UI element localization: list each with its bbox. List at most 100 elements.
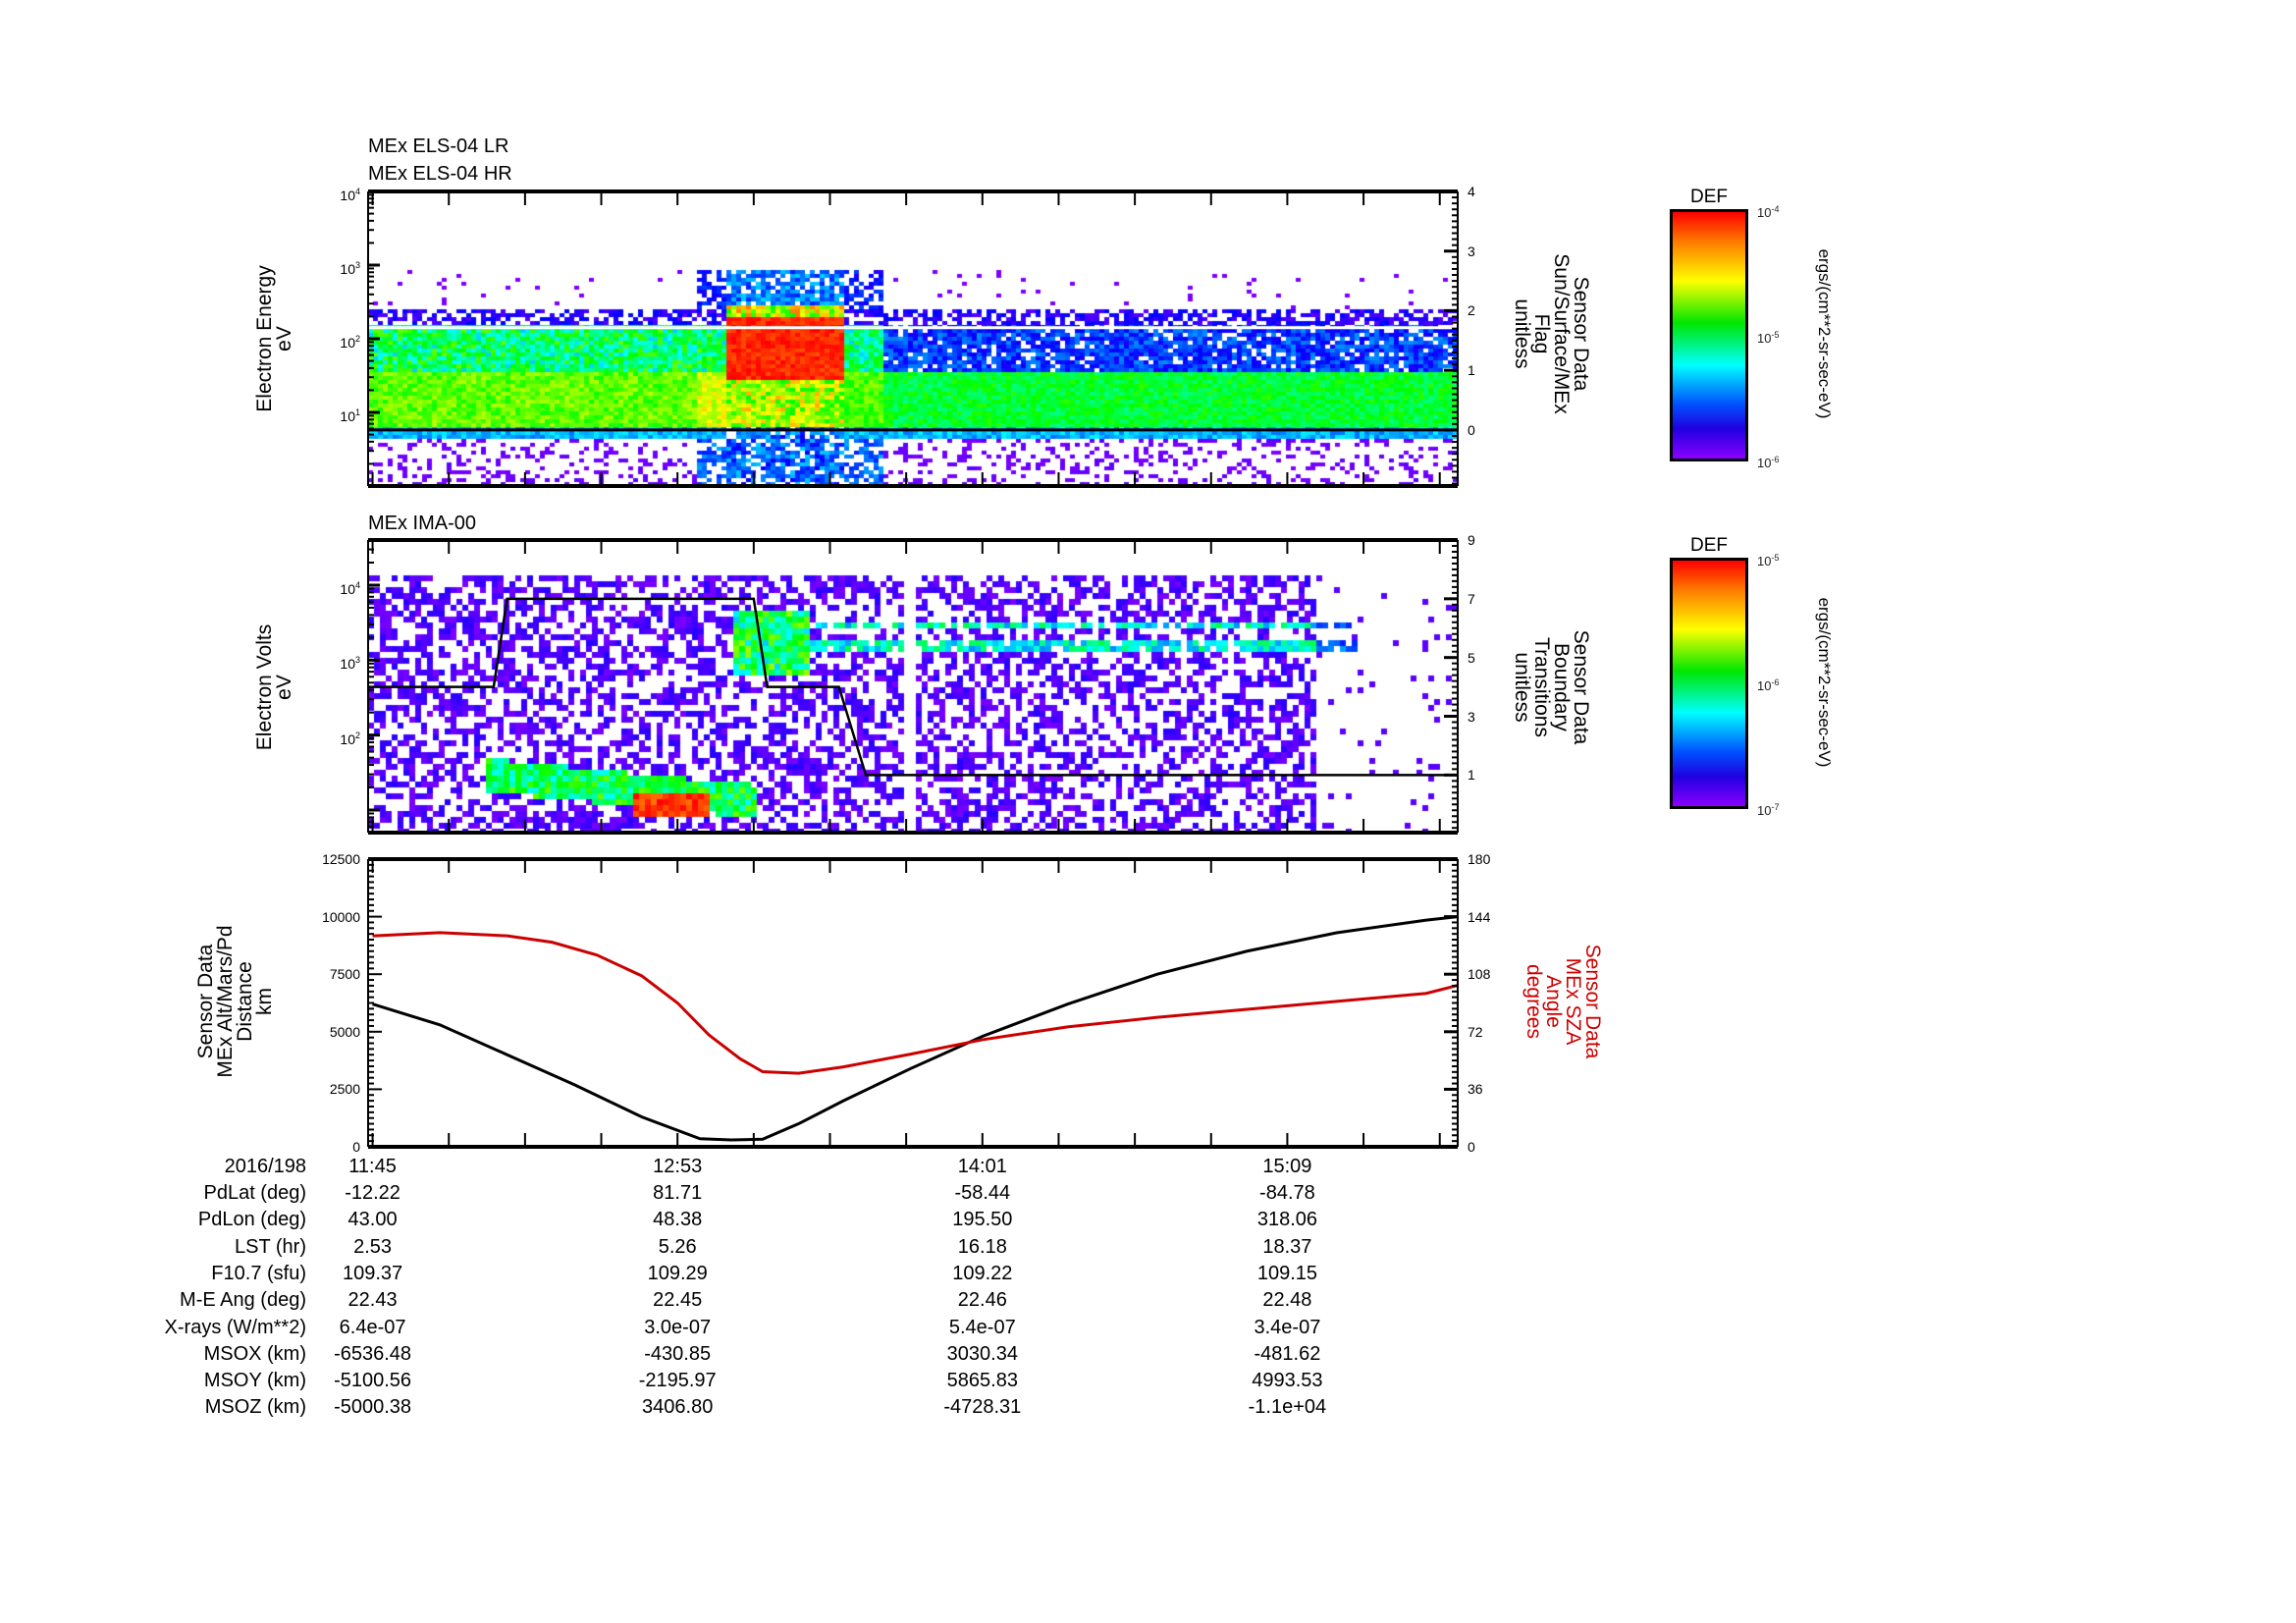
- ephemeris-value: -481.62: [1254, 1342, 1321, 1365]
- ephemeris-row-label: M-E Ang (deg): [180, 1289, 306, 1312]
- ylabel-line: Electron Energy: [253, 265, 276, 412]
- ephemeris-value: 3.4e-07: [1254, 1316, 1321, 1338]
- y2label-line: degrees: [1522, 964, 1545, 1039]
- ylabel-line: eV: [273, 675, 295, 700]
- panel3-y2label: Sensor Data MEx SZA Angle degrees: [1522, 945, 1604, 1059]
- y-tick-label: 2500: [329, 1081, 360, 1098]
- ylabel-line: eV: [273, 326, 295, 352]
- y-tick-label: 5000: [329, 1023, 360, 1040]
- y2label-line: unitless: [1511, 652, 1533, 723]
- colorbar2-units: ergs/(cm**2-sr-sec-eV): [1815, 597, 1834, 768]
- y2label-line: Sensor Data: [1570, 276, 1592, 392]
- sza-line: [372, 931, 1459, 1075]
- y2label-line: Angle: [1542, 975, 1565, 1028]
- ephemeris-value: 3.0e-07: [644, 1316, 712, 1338]
- ylabel-line: MEx Alt/Mars/Pd: [214, 925, 237, 1078]
- line-plot: [367, 857, 1459, 1149]
- panel2-ylabel: Electron Volts eV: [253, 623, 295, 751]
- ephemeris-row-label: MSOZ (km): [204, 1396, 306, 1419]
- y-tick-label: 10000: [322, 908, 360, 925]
- els-axes: [367, 189, 1459, 488]
- y2-tick-label: 2: [1468, 302, 1475, 319]
- ephemeris-row-label: X-rays (W/m**2): [164, 1316, 306, 1338]
- distance-line: [372, 915, 1459, 1142]
- colorbar-tick-label: 10-6: [1757, 455, 1780, 470]
- ephemeris-value: 81.71: [653, 1182, 703, 1204]
- ephemeris-value: 5.26: [658, 1235, 697, 1258]
- els-spectrogram-image: [368, 191, 1458, 486]
- y2-tick-label: 3: [1468, 708, 1475, 725]
- colorbar-tick-label: 10-5: [1757, 553, 1780, 568]
- ima-spectrogram-panel: 102 103 104 1 3 5 7 9: [340, 533, 1475, 835]
- ephemeris-value: 3406.80: [642, 1396, 714, 1419]
- y2-tick-label: 0: [1468, 421, 1475, 438]
- time-tick-label: 15:09: [1262, 1156, 1312, 1177]
- time-tick-label: 14:01: [957, 1156, 1007, 1177]
- ephemeris-value: 22.45: [653, 1289, 703, 1312]
- y2-tick-label: 144: [1468, 908, 1491, 925]
- ephemeris-value: 4993.53: [1252, 1370, 1323, 1392]
- date-label: 2016/198: [224, 1156, 306, 1177]
- ephemeris-value: 318.06: [1256, 1209, 1317, 1231]
- ephemeris-value: -6536.48: [334, 1342, 412, 1365]
- y-tick-label: 104: [340, 579, 360, 597]
- y-tick-label: 7500: [329, 966, 360, 983]
- y2-tick-label: 1: [1468, 362, 1475, 379]
- ylabel-line: Electron Volts: [253, 623, 276, 751]
- ephemeris-value: 109.22: [952, 1262, 1013, 1284]
- ephemeris-value: 22.48: [1262, 1289, 1312, 1312]
- y2-tick-label: 1: [1468, 767, 1475, 784]
- ephemeris-row-label: F10.7 (sfu): [211, 1262, 306, 1284]
- ephemeris-value: 5865.83: [946, 1370, 1018, 1392]
- ima-spectrogram-image: [368, 540, 1458, 833]
- ephemeris-value: -4728.31: [943, 1396, 1022, 1419]
- y2label-line: Boundary: [1550, 643, 1573, 731]
- time-tick-label: 12:53: [653, 1156, 703, 1177]
- ephemeris-value: 195.50: [952, 1209, 1013, 1231]
- ephemeris-row-label: MSOY (km): [203, 1370, 306, 1392]
- y2label-line: Flag: [1530, 313, 1553, 354]
- y-tick-label: 104: [340, 187, 360, 203]
- y-tick-label: 103: [340, 260, 360, 277]
- y2-tick-label: 0: [1468, 1139, 1475, 1155]
- y2-tick-label: 9: [1468, 532, 1475, 548]
- ephemeris-value: 2.53: [353, 1235, 393, 1258]
- ephemeris-value: 16.18: [957, 1235, 1007, 1258]
- y-tick-label: 103: [340, 655, 360, 673]
- y2-tick-label: 4: [1468, 184, 1475, 199]
- boundary-transitions-line: [368, 597, 1458, 777]
- y2label-line: Transitions: [1530, 637, 1553, 737]
- ylabel-line: km: [253, 988, 276, 1016]
- colorbar2: [1670, 558, 1748, 809]
- distance-sza-panel: 0 2500 5000 7500 10000 12500 0 36 72 108 144 180: [322, 852, 1490, 1154]
- panel1-y2label: Sensor Data Sun/Surface/MEx Flag unitles…: [1511, 253, 1592, 413]
- ephemeris-value: 18.37: [1262, 1235, 1312, 1258]
- ephemeris-value: 48.38: [653, 1209, 703, 1231]
- ephemeris-row-label: LST (hr): [235, 1235, 306, 1258]
- colorbar-tick-label: 10-4: [1757, 204, 1780, 220]
- ephemeris-value: -58.44: [954, 1182, 1011, 1204]
- ephemeris-value: 22.43: [347, 1289, 398, 1312]
- y2-tick-label: 72: [1468, 1023, 1483, 1040]
- els-spectrogram-panel: 101 102 103 104 0 1 2 3 4: [340, 185, 1475, 488]
- ephemeris-row-label: PdLat (deg): [203, 1182, 306, 1204]
- y-tick-label: 0: [352, 1139, 360, 1155]
- ephemeris-value: 109.29: [647, 1262, 708, 1284]
- ephemeris-value: 5.4e-07: [948, 1316, 1016, 1338]
- colorbar1: [1670, 209, 1748, 461]
- panel2-title: MEx IMA-00: [368, 513, 477, 534]
- panel2-y2label: Sensor Data Boundary Transitions unitles…: [1511, 629, 1592, 745]
- ylabel-line: Sensor Data: [194, 944, 217, 1059]
- y2-tick-label: 180: [1468, 851, 1491, 867]
- y-tick-label: 12500: [322, 851, 360, 867]
- y2label-line: Sensor Data: [1570, 629, 1592, 745]
- colorbar2-title: DEF: [1690, 535, 1728, 556]
- y-tick-label: 102: [340, 730, 360, 747]
- panel1-title-lr: MEx ELS-04 LR: [368, 135, 509, 157]
- time-tick-label: 11:45: [348, 1156, 397, 1177]
- y2-tick-label: 108: [1468, 966, 1491, 983]
- ima-axes: [367, 538, 1459, 835]
- y2-tick-label: 5: [1468, 649, 1475, 666]
- y2-tick-label: 3: [1468, 243, 1475, 259]
- ylabel-line: Distance: [234, 961, 256, 1042]
